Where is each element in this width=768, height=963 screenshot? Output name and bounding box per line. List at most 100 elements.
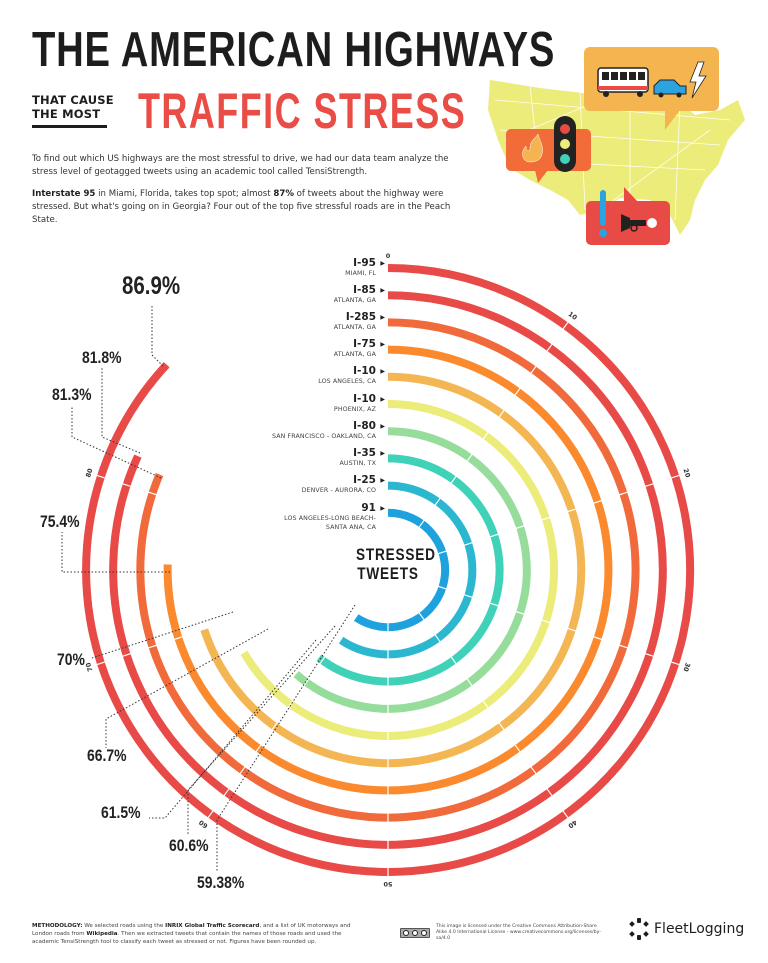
road-name: 91 [361,502,376,514]
tick-gap [514,744,521,753]
tick-gap [567,508,577,513]
tick-gap [514,387,521,396]
value-label-i85: 81.8% [82,348,122,367]
tick-gap [530,365,537,374]
tick-gap [619,491,628,496]
tick-gap [255,744,262,753]
arc-bar-i-80 [293,427,531,713]
leader-line [151,306,164,367]
road-name: I-285 [345,311,376,323]
road-label-i10-la: I-10 LOS ANGELES, CA ▶ [318,365,385,386]
axis-tick-label: 40 [566,818,578,830]
arc-bar-i-10 [200,372,586,768]
creative-commons-icon [400,928,430,938]
axis-tick-label: 60 [197,818,209,830]
tick-gap [489,533,499,538]
intro-text-part: in Miami, Florida, takes top spot; almos… [95,189,274,199]
methodology-link-wikipedia: Wikipedia [86,931,118,937]
arc-bar-i-25 [338,481,477,659]
tick-gap [593,636,603,641]
tick-gap [271,722,278,731]
road-city: ATLANTA, GA [333,351,376,358]
brand-name: FleetLogging [654,921,745,937]
center-label-line-2: TWEETS [357,564,419,583]
tick-gap [96,474,106,479]
axis-tick-label: 80 [84,467,95,479]
us-map-illustration [488,47,745,245]
road-label-i35: I-35 AUSTIN, TX ▶ [340,447,386,468]
methodology-text: . Then we extracted tweets that contain … [32,931,342,945]
road-city: SAN FRANCISCO - OAKLAND, CA [272,433,376,440]
tick-gap [450,656,457,665]
license-text: This image is licensed under the Creativ… [436,924,601,941]
red-speech-bubble [586,187,670,245]
arc-bar-i-35 [316,454,504,686]
leader-line [61,532,170,573]
pointer-arrow-icon: ▶ [380,369,385,375]
pointer-arrow-icon: ▶ [380,315,385,321]
axis-tick-label: 30 [681,661,692,673]
leader-line [216,604,356,872]
tick-gap [418,519,425,528]
road-name: I-25 [353,474,376,486]
road-label-i80: I-80 SAN FRANCISCO - OAKLAND, CA ▶ [272,420,385,441]
tick-gap [463,594,473,599]
road-label-i95: I-95 MIAMI, FL ▶ [345,257,385,278]
subtitle-line-1: THAT CAUSE [32,93,114,107]
tick-gap [546,343,553,352]
road-city: ATLANTA, GA [333,324,376,331]
road-name: I-95 [353,257,376,269]
tick-gap [239,766,246,775]
tick-gap [670,474,680,479]
center-label: STRESSED TWEETS [348,545,436,583]
road-city: DENVER - AURORA, CO [301,487,376,494]
tick-gap [482,431,489,440]
center-label-line-1: STRESSED [356,545,436,564]
radial-bar-chart: 0 10 20 30 40 50 60 70 80 [61,252,695,888]
axis-tick-label: 50 [383,880,393,888]
value-label-i80: 61.5% [101,803,141,822]
tick-gap [434,634,441,643]
tick-gap [562,810,569,819]
traffic-light-icon [554,116,576,172]
pointer-arrow-icon: ▶ [380,478,385,484]
tick-gap [498,409,505,418]
subtitle-underline [32,125,107,128]
value-label-i35: 60.6% [169,836,209,855]
road-city: LOS ANGELES-LONG BEACH- [284,515,376,522]
intro-bold-highway: Interstate 95 [32,189,96,199]
tick-gap [541,516,551,521]
subtitle-line-2: THE MOST [32,107,101,121]
tick-gap [122,652,132,657]
road-name: I-10 [353,365,376,377]
axis-tick-label: 10 [567,310,579,322]
axis-tick-label: 70 [84,661,95,673]
pointer-arrow-icon: ▶ [380,261,385,267]
arc-bar-i-285 [136,318,640,822]
brand-logo: FleetLogging [628,918,744,940]
intro-bold-percent: 87% [273,189,294,199]
fire-icon [522,133,543,163]
page-title: THE AMERICAN HIGHWAYS [32,23,556,77]
tick-gap [670,661,680,666]
road-name: I-75 [353,338,376,350]
leader-line [71,406,162,479]
intro-paragraph-2: Interstate 95 in Miami, Florida, takes t… [32,188,472,227]
arc-bar-i-95 [82,264,695,876]
horn-icon [621,214,657,232]
tick-gap [546,788,553,797]
tick-gap [498,722,505,731]
road-label-i85: I-85 ATLANTA, GA ▶ [334,284,385,305]
tick-gap [466,453,473,462]
tick-gap [489,602,499,607]
tick-gap [122,483,132,488]
arc-bar-i-75 [163,345,613,795]
methodology-text: We selected roads using the [82,923,166,929]
value-label-i25: 59.38% [197,873,245,892]
intro-text: To find out which US highways are the mo… [32,153,472,236]
axis-tick-label: 20 [681,467,692,479]
pointer-arrow-icon: ▶ [380,451,385,457]
subtitle-lead: THAT CAUSE THE MOST [32,93,114,121]
license-block: This image is licensed under the Creativ… [400,924,606,942]
road-city: MIAMI, FL [345,270,376,277]
